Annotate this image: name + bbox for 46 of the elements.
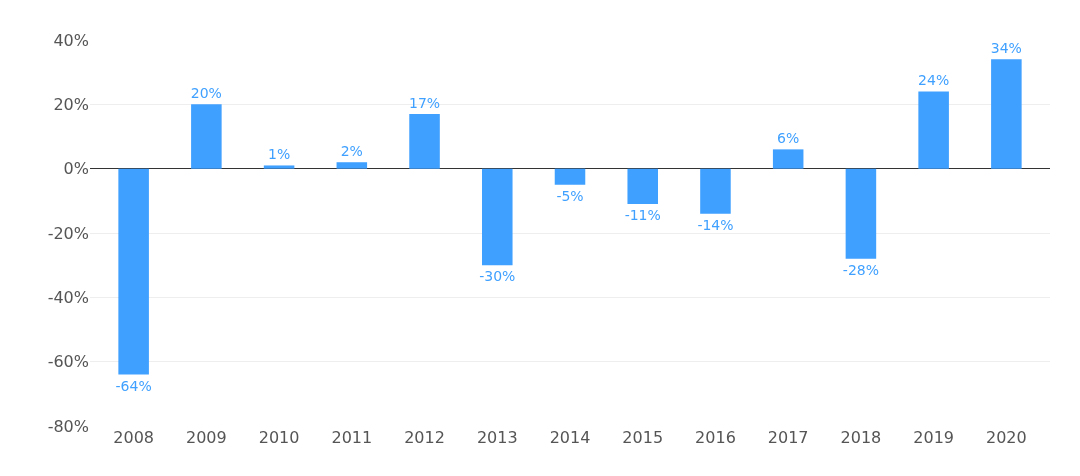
- x-tick-label: 2011: [331, 428, 373, 447]
- bar: [409, 113, 440, 169]
- bar: [627, 168, 658, 205]
- bar: [118, 168, 149, 375]
- bar: [918, 91, 949, 169]
- y-tick-label: 0%: [63, 159, 89, 179]
- bar: [991, 59, 1022, 169]
- x-tick-label: 2012: [404, 428, 445, 447]
- data-label: -11%: [624, 207, 661, 224]
- data-label: -14%: [697, 216, 734, 233]
- bar: [336, 162, 368, 169]
- x-tick-label: 2019: [913, 428, 954, 447]
- data-label: 1%: [267, 146, 291, 163]
- bar: [554, 168, 586, 185]
- x-tick-label: 2013: [476, 428, 518, 447]
- bar: [482, 168, 513, 266]
- x-tick-label: 2017: [767, 428, 809, 447]
- y-tick-label: 20%: [53, 94, 89, 114]
- bar: [263, 165, 295, 169]
- x-tick-label: 2018: [840, 428, 882, 447]
- bar: [772, 149, 804, 169]
- x-tick-label: 2020: [986, 428, 1027, 447]
- data-label: 6%: [777, 130, 800, 147]
- bar: [700, 168, 731, 214]
- y-tick-label: 40%: [53, 30, 89, 50]
- data-label: -64%: [115, 377, 152, 394]
- y-tick-label: -80%: [47, 416, 89, 436]
- bar: [191, 104, 222, 169]
- x-tick-label: 2009: [186, 428, 227, 447]
- x-tick-label: 2008: [113, 428, 154, 447]
- data-label: 24%: [918, 72, 950, 89]
- data-label: -30%: [479, 268, 516, 285]
- x-tick-label: 2016: [695, 428, 736, 447]
- data-label: 2%: [340, 143, 363, 160]
- data-label: -5%: [556, 187, 584, 204]
- data-label: 20%: [190, 85, 222, 102]
- y-tick-label: -40%: [47, 287, 89, 307]
- data-label: 34%: [990, 40, 1022, 57]
- x-tick-label: 2015: [622, 428, 664, 447]
- data-label: 17%: [408, 94, 441, 111]
- bar: [845, 168, 877, 259]
- y-tick-label: -60%: [47, 352, 89, 372]
- data-label: -28%: [842, 261, 879, 278]
- y-tick-label: -20%: [47, 223, 89, 243]
- x-tick-label: 2010: [258, 428, 300, 447]
- x-tick-label: 2014: [549, 428, 591, 447]
